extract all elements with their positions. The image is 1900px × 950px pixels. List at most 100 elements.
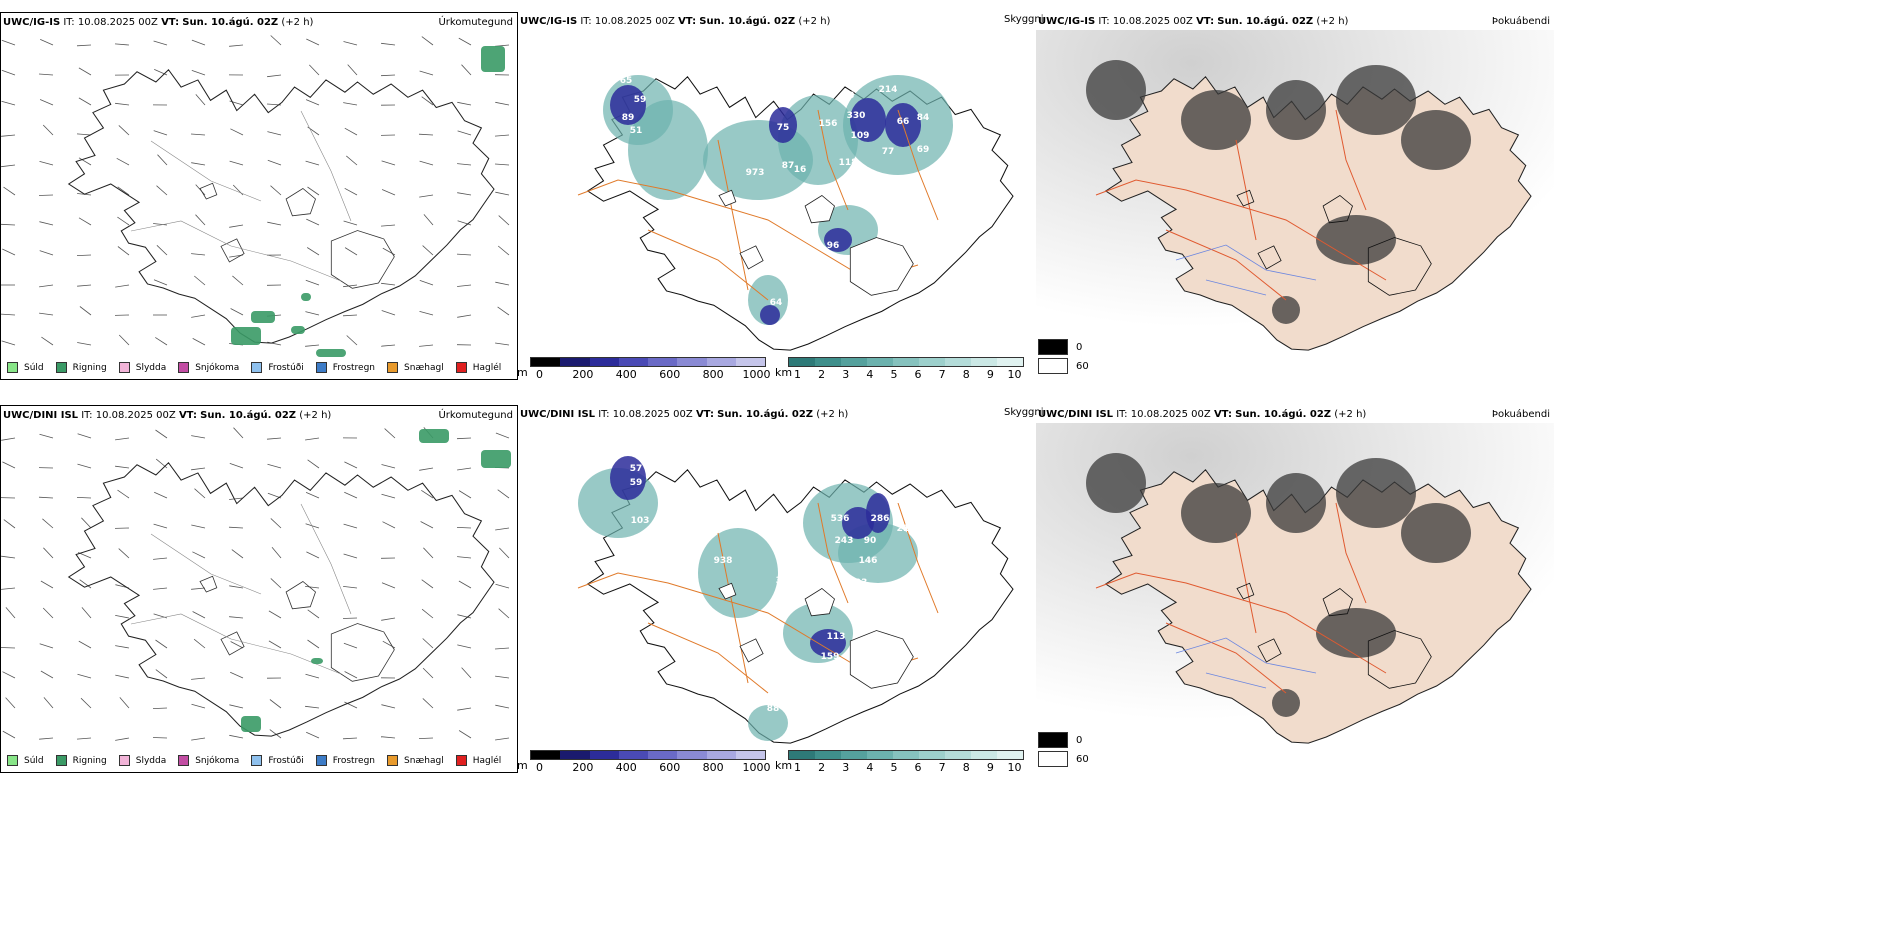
- ceiling-value-label: 77: [882, 147, 895, 157]
- wind-barb: [191, 70, 206, 76]
- legend-item: Snæhagl: [387, 755, 444, 766]
- wind-barb: [191, 314, 206, 318]
- wind-barb: [458, 490, 472, 499]
- wind-barb: [42, 124, 54, 136]
- glacier-outline: [739, 638, 764, 663]
- precip-type-map: [1, 31, 517, 357]
- roads: [577, 502, 939, 694]
- wind-barb: [495, 281, 510, 286]
- ceiling-value-label: 16: [794, 165, 807, 175]
- wind-barb: [229, 734, 244, 739]
- visibility-scale: 1 2 3 4 5 6 7 8 9 10 km: [775, 357, 1024, 380]
- low-ceiling-area: [850, 98, 886, 142]
- ceiling-value-label: 88: [767, 704, 780, 714]
- ceiling-value-label: 214: [879, 85, 898, 95]
- wind-barb: [192, 611, 206, 619]
- panel-header: UWC/DINI ISL IT: 10.08.2025 00Z VT: Sun.…: [520, 409, 849, 420]
- wind-barb: [305, 311, 320, 316]
- fog-legend: 0 60: [1038, 339, 1089, 377]
- wind-barb: [230, 308, 244, 316]
- map-background: [1, 424, 517, 750]
- wind-barb: [346, 155, 358, 166]
- scale-swatch: [893, 358, 919, 366]
- wind-barb: [115, 645, 130, 649]
- legend-item: Rigning: [55, 362, 107, 373]
- wind-barb: [118, 125, 130, 136]
- wind-barb: [422, 638, 434, 649]
- legend-label: Snæhagl: [404, 362, 444, 373]
- wind-barb: [119, 697, 130, 709]
- legend-item: Rigning: [55, 755, 107, 766]
- wind-barb: [230, 641, 244, 649]
- wind-barb: [381, 282, 396, 286]
- glacier-outline: [739, 245, 764, 270]
- wind-barb: [42, 607, 54, 619]
- wind-barb: [423, 547, 434, 559]
- wind-barb: [39, 250, 54, 256]
- ceiling-value-label: 133: [854, 654, 873, 664]
- wind-barb: [152, 707, 168, 709]
- wind-barb: [232, 275, 244, 286]
- wind-barb: [230, 128, 244, 136]
- scale-tick-label: 6: [914, 761, 922, 773]
- wind-barb: [193, 638, 206, 649]
- wind-barb: [79, 306, 92, 316]
- ceiling-value-label: 33: [610, 55, 623, 65]
- wind-barb: [419, 280, 434, 286]
- rain-area: [311, 658, 323, 664]
- fog-legend-row: 0: [1038, 339, 1089, 355]
- glacier-outline: [1322, 588, 1353, 617]
- scale-tick-label: 400: [615, 761, 637, 773]
- legend-swatch: [178, 755, 190, 766]
- wind-barb: [456, 527, 472, 529]
- scale-swatch: [531, 751, 561, 759]
- wind-barb: [381, 704, 396, 709]
- wind-barb: [381, 493, 396, 499]
- rain-area: [316, 349, 346, 357]
- scale-tick-label: 400: [615, 368, 637, 380]
- scale-tick-label: 3: [842, 761, 850, 773]
- wind-barb: [305, 437, 320, 441]
- rivers: [130, 110, 352, 282]
- low-ceiling-area: [866, 493, 890, 533]
- wind-barb: [342, 617, 358, 619]
- wind-barb: [269, 699, 282, 709]
- glacier-outline: [1257, 245, 1282, 270]
- wind-barb: [1, 100, 16, 106]
- legend-label: Frostúði: [268, 362, 304, 373]
- scale-unit: km: [775, 366, 793, 379]
- scale-swatch: [789, 751, 815, 759]
- wind-barb: [115, 437, 130, 441]
- wind-barb: [497, 245, 510, 256]
- wind-barb: [152, 737, 168, 739]
- wind-barb: [153, 223, 168, 226]
- wind-barb: [381, 464, 396, 469]
- wind-barb: [229, 463, 244, 469]
- scale-swatch: [997, 358, 1023, 366]
- scale-swatch: [560, 751, 590, 759]
- glacier-outline: [199, 575, 218, 593]
- wind-barb: [498, 608, 510, 619]
- scale-swatch: [867, 751, 893, 759]
- wind-barb: [153, 523, 168, 529]
- wind-barb: [420, 521, 434, 529]
- wind-barb: [39, 312, 54, 316]
- wind-barb: [80, 697, 92, 709]
- fog-legend-row: 60: [1038, 358, 1089, 374]
- coastline: [67, 68, 495, 344]
- wind-barb: [40, 580, 54, 589]
- fog-area: [1316, 608, 1396, 658]
- ceiling-value-label: 973: [746, 168, 765, 178]
- legend-item: Haglél: [455, 755, 501, 766]
- wind-barb: [191, 39, 206, 46]
- wind-barb: [38, 73, 54, 76]
- wind-barb: [191, 162, 206, 166]
- wind-barb: [421, 579, 434, 589]
- wind-barb: [269, 729, 282, 739]
- wind-barb: [305, 673, 320, 679]
- scale-swatch: [648, 751, 678, 759]
- wind-barb: [267, 221, 282, 226]
- glacier-outline: [1367, 630, 1432, 689]
- wind-barb: [38, 194, 54, 196]
- ceiling-value-label: 233: [866, 638, 885, 648]
